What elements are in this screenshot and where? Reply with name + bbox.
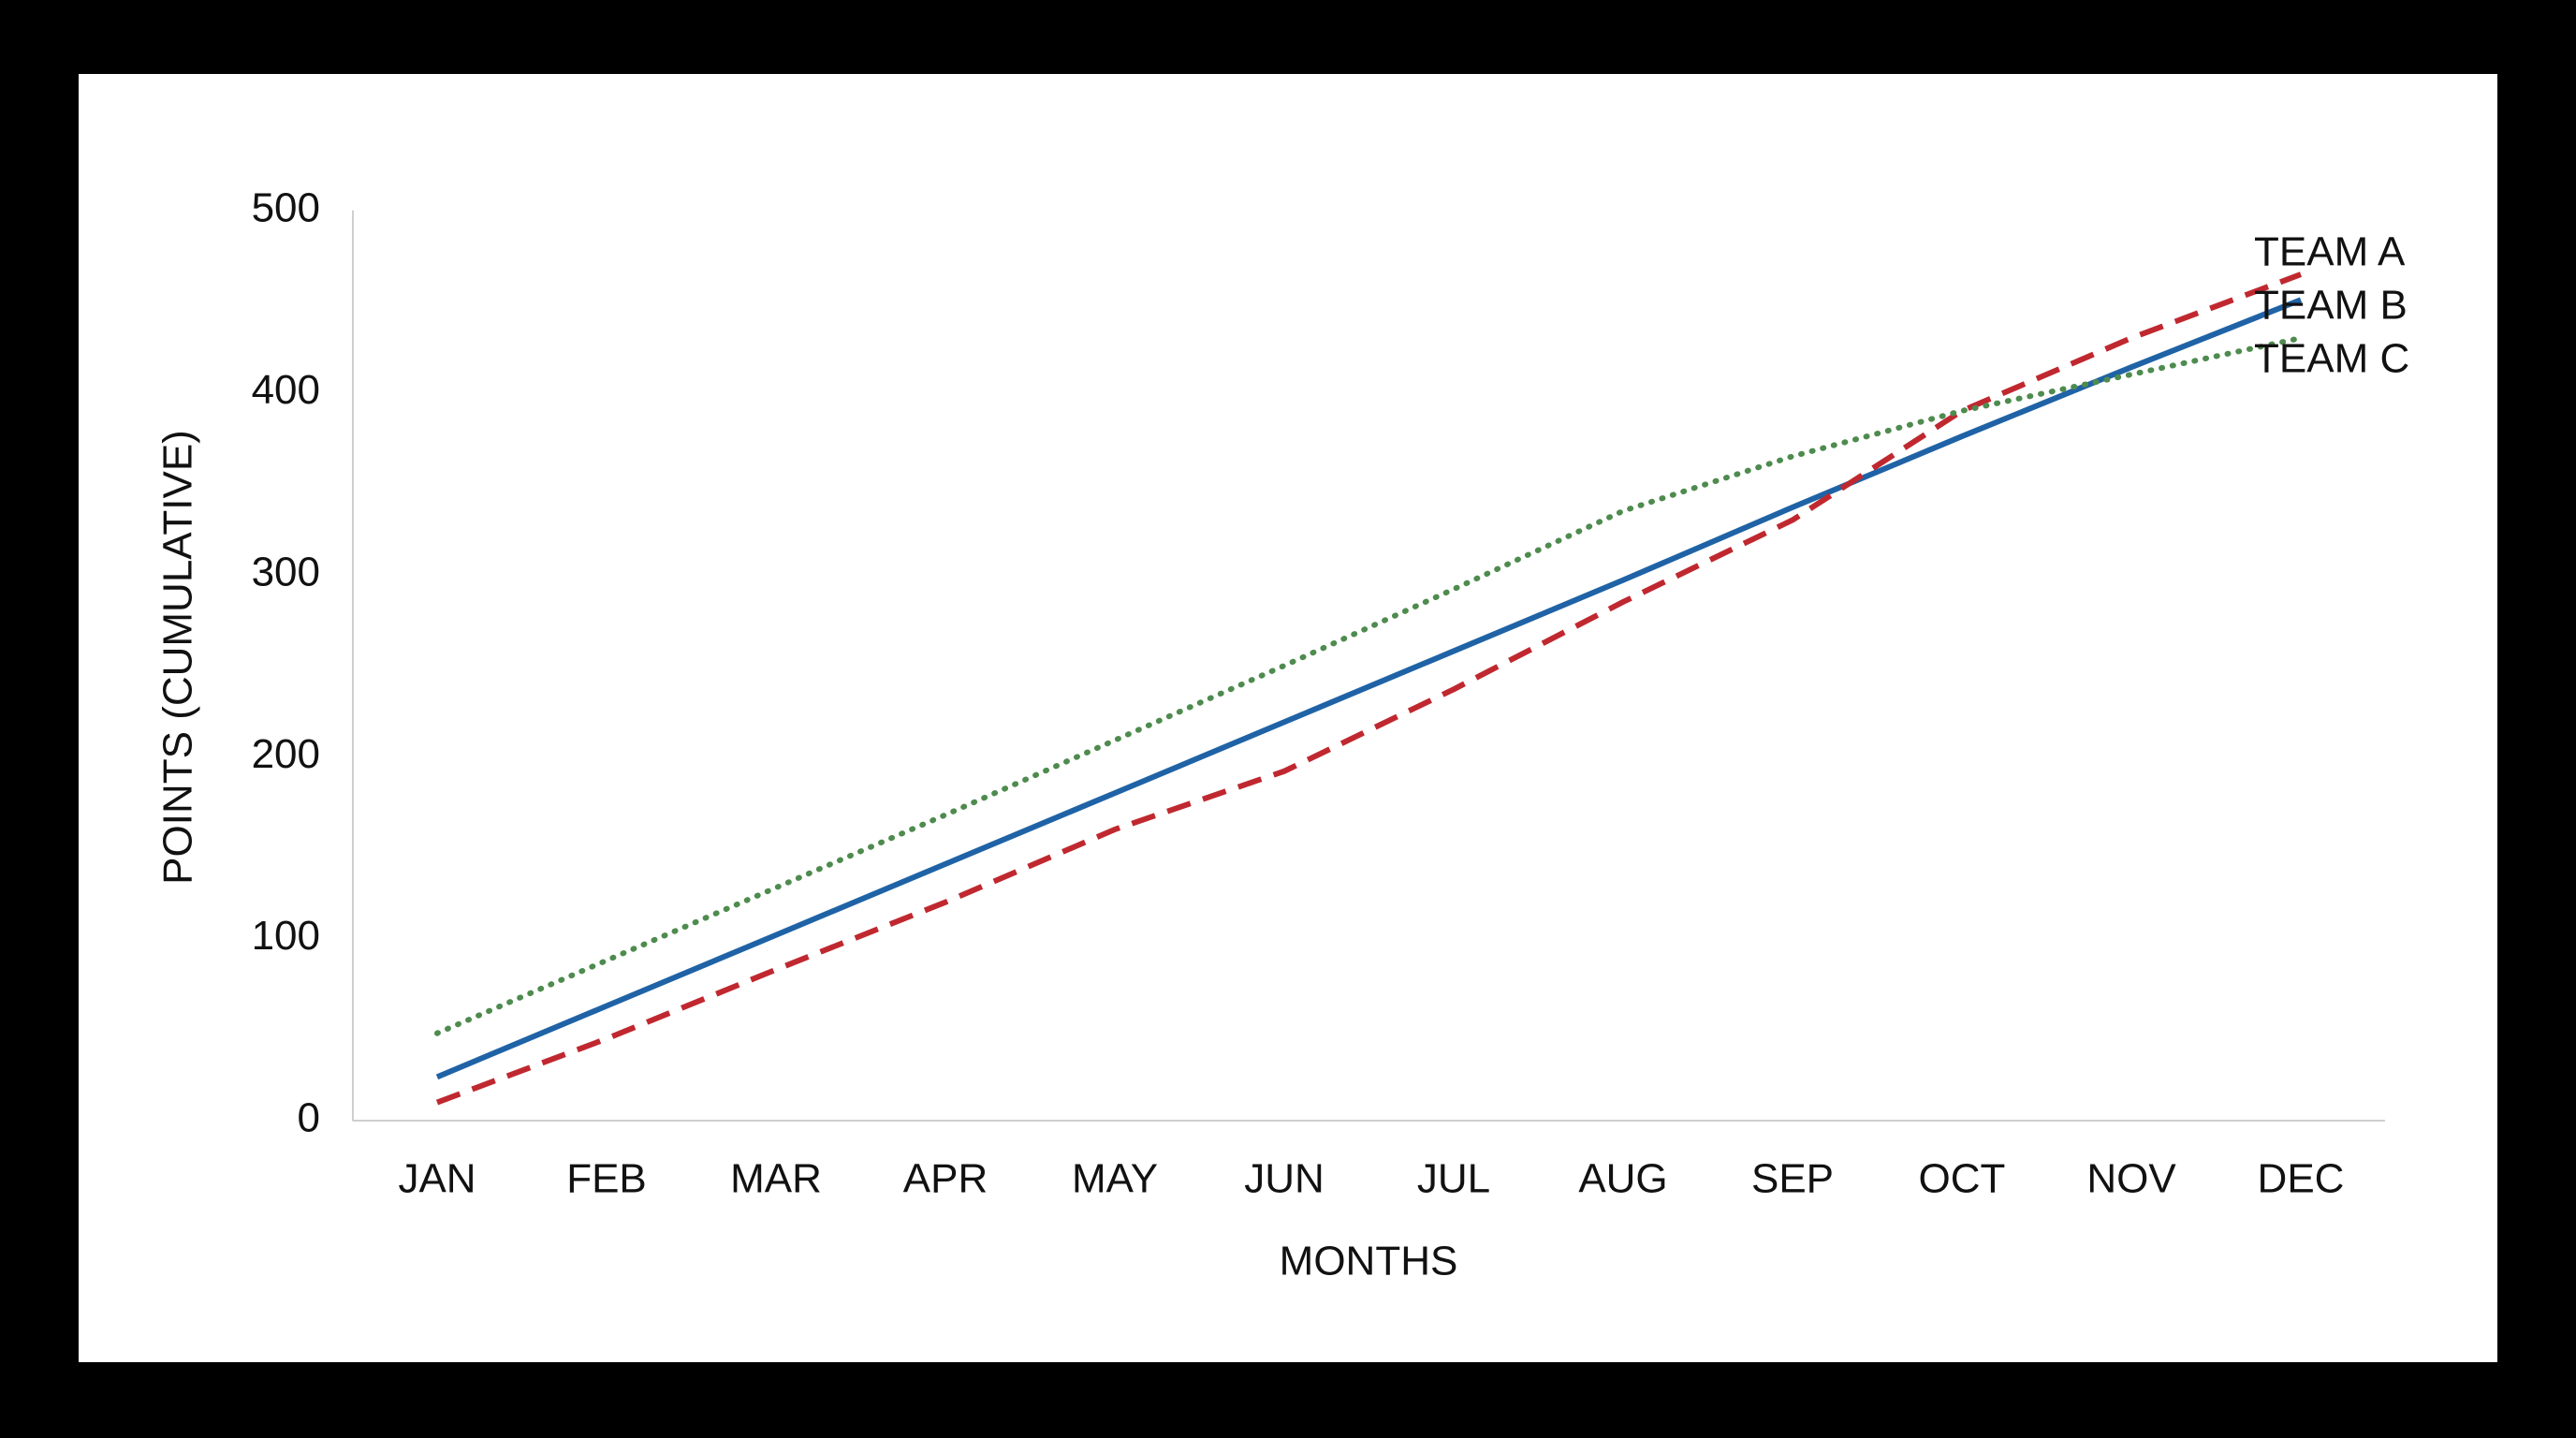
x-tick-label: MAR: [730, 1156, 822, 1202]
x-tick-label: JAN: [398, 1156, 476, 1202]
y-axis-title: POINTS (CUMULATIVE): [155, 430, 201, 885]
x-tick-label: APR: [903, 1156, 988, 1202]
x-axis-title: MONTHS: [1280, 1239, 1458, 1284]
y-tick-label: 0: [298, 1095, 320, 1141]
legend-label: TEAM B: [2254, 283, 2408, 329]
legend-label: TEAM C: [2254, 336, 2409, 382]
series-line: [434, 335, 2304, 1036]
x-tick-label: JUL: [1417, 1156, 1490, 1202]
y-tick-label: 300: [252, 549, 320, 594]
legend-label: TEAM A: [2254, 229, 2406, 275]
y-tick-label: 500: [252, 185, 320, 231]
y-tick-label: 100: [252, 913, 320, 959]
x-tick-label: SEP: [1751, 1156, 1834, 1202]
x-tick-label: DEC: [2258, 1156, 2345, 1202]
x-tick-label: OCT: [1919, 1156, 2006, 1202]
x-tick-label: JUN: [1244, 1156, 1325, 1202]
x-tick-label: AUG: [1578, 1156, 1667, 1202]
x-tick-label: NOV: [2086, 1156, 2176, 1202]
series-line: [435, 271, 2303, 1106]
x-tick-label: MAY: [1072, 1156, 1158, 1202]
x-tick-label: FEB: [566, 1156, 647, 1202]
y-tick-label: 400: [252, 367, 320, 413]
series-line: [435, 297, 2303, 1080]
y-tick-label: 200: [252, 731, 320, 777]
